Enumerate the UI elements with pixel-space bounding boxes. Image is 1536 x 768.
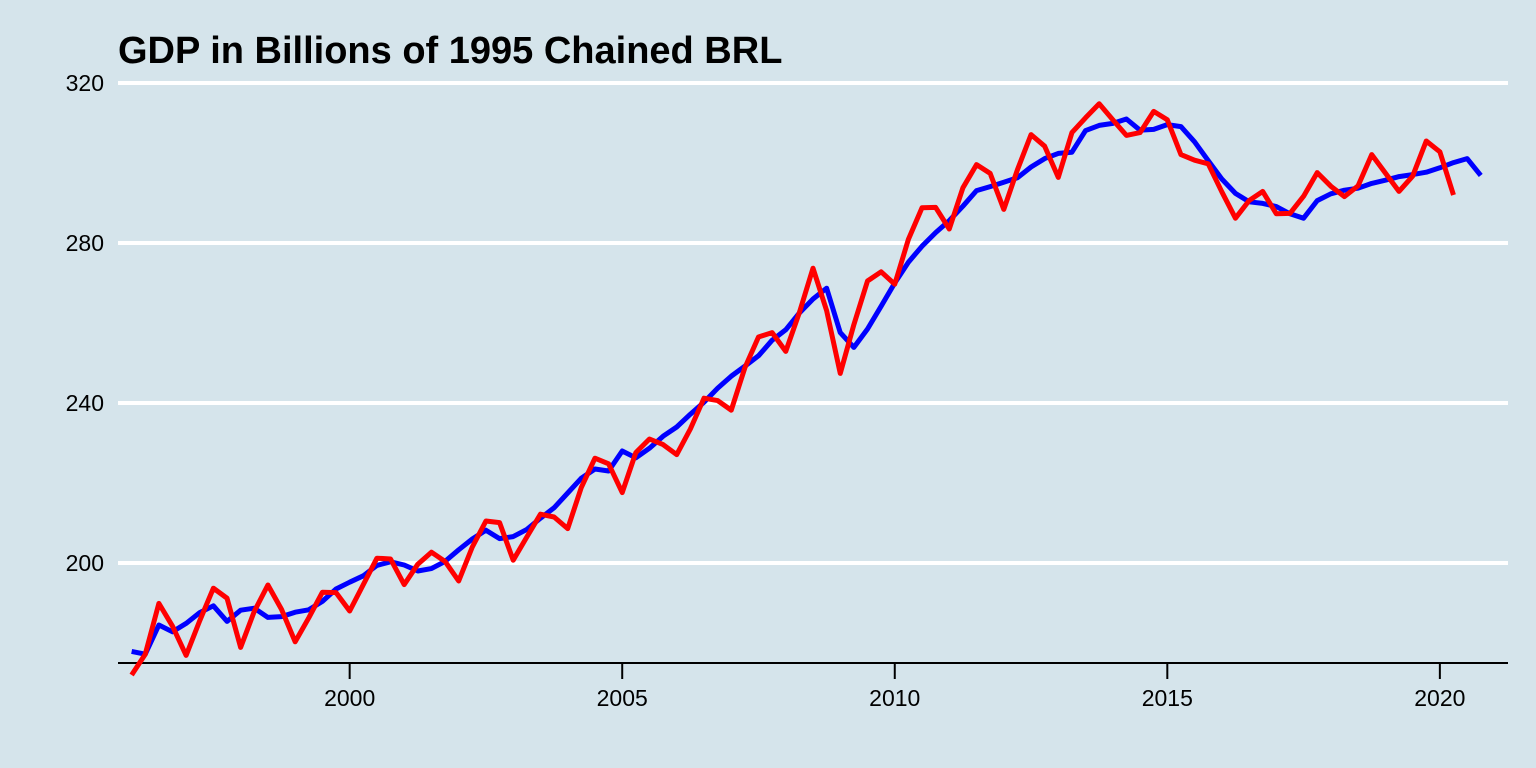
x-tick-label: 2020 [1414,685,1465,711]
x-tick-label: 2015 [1142,685,1193,711]
x-tick-label: 2000 [324,685,375,711]
y-tick-label: 240 [66,390,104,416]
x-axis: 2000 2005 2010 2015 2020 [118,662,1508,711]
x-tick-label: 2010 [869,685,920,711]
y-tick-label: 280 [66,230,104,256]
chart-title: GDP in Billions of 1995 Chained BRL [118,30,783,72]
series-lines [129,101,1483,677]
y-tick-label: 320 [66,70,104,96]
series-line-1 [131,116,1483,657]
grid-lines: 200 240 280 320 [66,70,1508,576]
y-tick-label: 200 [66,550,104,576]
series-line-2 [129,101,1456,677]
x-tick-label: 2005 [597,685,648,711]
